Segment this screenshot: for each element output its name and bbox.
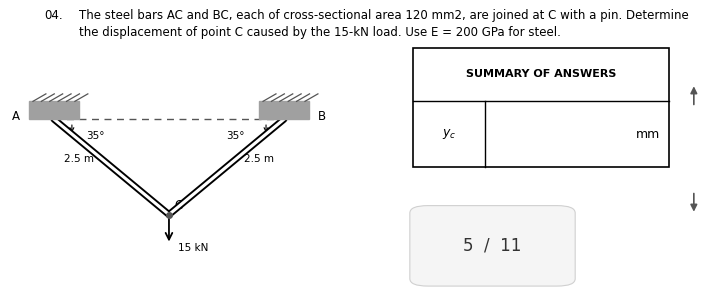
Text: 35°: 35° bbox=[86, 131, 105, 141]
Bar bbox=[29, 101, 79, 119]
FancyBboxPatch shape bbox=[410, 206, 575, 286]
Bar bbox=[259, 101, 309, 119]
Text: 2.5 m: 2.5 m bbox=[64, 154, 94, 164]
Text: A: A bbox=[12, 110, 20, 123]
Text: 15 kN: 15 kN bbox=[178, 243, 208, 253]
Text: The steel bars AC and BC, each of cross-sectional area 120 mm2, are joined at C : The steel bars AC and BC, each of cross-… bbox=[79, 9, 689, 39]
Text: 2.5 m: 2.5 m bbox=[244, 154, 274, 164]
Text: SUMMARY OF ANSWERS: SUMMARY OF ANSWERS bbox=[466, 69, 616, 80]
Bar bbox=[413, 48, 669, 167]
Text: mm: mm bbox=[636, 128, 660, 141]
Text: C: C bbox=[175, 198, 183, 212]
Text: 35°: 35° bbox=[226, 131, 244, 141]
Text: 04.: 04. bbox=[45, 9, 63, 22]
Text: B: B bbox=[318, 110, 326, 123]
Text: 5  /  11: 5 / 11 bbox=[463, 237, 522, 255]
Text: $y_c$: $y_c$ bbox=[442, 127, 457, 141]
